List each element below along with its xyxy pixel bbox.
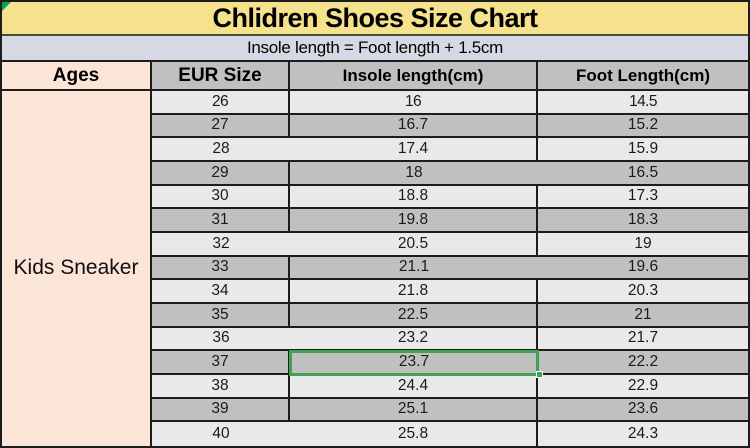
formula-subtitle: Insole length = Foot length + 1.5cm (2, 36, 748, 62)
cell-foot-27[interactable]: 15.2 (538, 114, 748, 139)
cell-foot-28[interactable]: 15.9 (538, 138, 748, 162)
cell-insole-29[interactable]: 18 (290, 161, 538, 186)
cell-foot-36[interactable]: 21.7 (538, 327, 748, 352)
cell-foot-26[interactable]: 14.5 (538, 91, 748, 115)
cell-foot-38[interactable]: 22.9 (538, 374, 748, 399)
cell-foot-33[interactable]: 19.6 (538, 256, 748, 281)
cell-eur-30[interactable]: 30 (152, 185, 290, 210)
cell-foot-40[interactable]: 24.3 (538, 422, 748, 446)
cell-insole-40[interactable]: 25.8 (290, 422, 538, 446)
column-header-ages[interactable]: Ages (2, 62, 152, 91)
cell-eur-26[interactable]: 26 (152, 91, 290, 115)
cell-foot-30[interactable]: 17.3 (538, 185, 748, 210)
cell-eur-33[interactable]: 33 (152, 256, 290, 281)
cell-foot-32[interactable]: 19 (538, 232, 748, 257)
cell-insole-30[interactable]: 18.8 (290, 185, 538, 210)
cell-insole-36[interactable]: 23.2 (290, 327, 538, 352)
cell-eur-29[interactable]: 29 (152, 161, 290, 186)
cell-eur-38[interactable]: 38 (152, 374, 290, 399)
cell-eur-40[interactable]: 40 (152, 422, 290, 446)
column-header-insole-length[interactable]: Insole length(cm) (290, 62, 538, 91)
cell-insole-31[interactable]: 19.8 (290, 209, 538, 233)
ages-merged-cell[interactable]: Kids Sneaker (2, 91, 152, 446)
cell-insole-34[interactable]: 21.8 (290, 280, 538, 304)
cell-insole-35[interactable]: 22.5 (290, 303, 538, 328)
cell-eur-27[interactable]: 27 (152, 114, 290, 139)
selection-fill-handle[interactable] (536, 370, 543, 378)
cell-insole-26[interactable]: 16 (290, 91, 538, 115)
cell-foot-35[interactable]: 21 (538, 303, 748, 328)
cell-foot-34[interactable]: 20.3 (538, 280, 748, 304)
cell-foot-29[interactable]: 16.5 (538, 161, 748, 186)
page-title: Chlidren Shoes Size Chart (2, 2, 748, 36)
cell-insole-39[interactable]: 25.1 (290, 398, 538, 423)
cell-foot-37[interactable]: 22.2 (538, 351, 748, 375)
cell-insole-27[interactable]: 16.7 (290, 114, 538, 139)
cell-insole-28[interactable]: 17.4 (290, 138, 538, 162)
size-table: Ages EUR Size Insole length(cm) Foot Len… (2, 62, 748, 446)
column-header-eur-size[interactable]: EUR Size (152, 62, 290, 91)
cell-insole-32[interactable]: 20.5 (290, 232, 538, 257)
cell-eur-28[interactable]: 28 (152, 138, 290, 162)
cell-eur-34[interactable]: 34 (152, 280, 290, 304)
cell-eur-32[interactable]: 32 (152, 232, 290, 257)
cell-foot-31[interactable]: 18.3 (538, 209, 748, 233)
cell-eur-36[interactable]: 36 (152, 327, 290, 352)
cell-eur-31[interactable]: 31 (152, 209, 290, 233)
cell-insole-38[interactable]: 24.4 (290, 374, 538, 399)
cell-insole-37[interactable]: 23.7 (289, 350, 543, 378)
cell-eur-35[interactable]: 35 (152, 303, 290, 328)
cell-eur-39[interactable]: 39 (152, 398, 290, 423)
cell-foot-39[interactable]: 23.6 (538, 398, 748, 423)
cell-insole-33[interactable]: 21.1 (290, 256, 538, 281)
corner-marker-icon (2, 2, 11, 11)
cell-eur-37[interactable]: 37 (152, 351, 290, 375)
column-header-foot-length[interactable]: Foot Length(cm) (538, 62, 748, 91)
